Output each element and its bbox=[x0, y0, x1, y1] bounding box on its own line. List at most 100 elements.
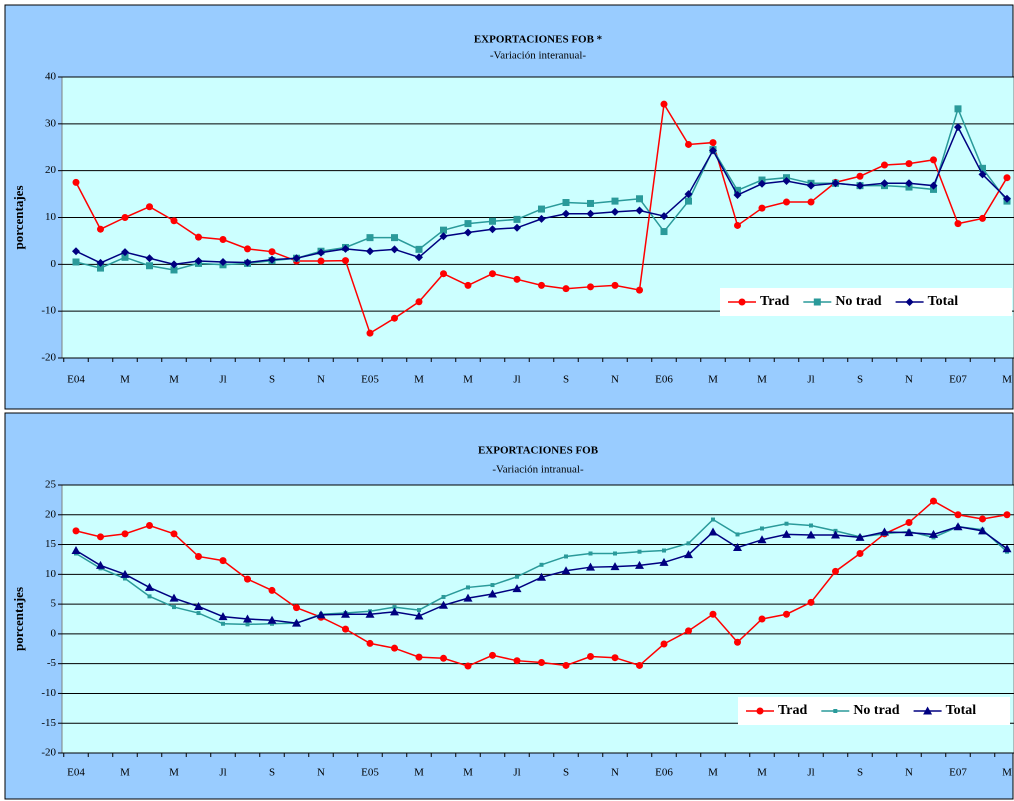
marker bbox=[538, 658, 545, 666]
marker bbox=[268, 248, 276, 256]
marker bbox=[463, 593, 473, 602]
marker bbox=[366, 639, 374, 647]
marker bbox=[96, 258, 105, 267]
x-tick-label: M bbox=[757, 374, 767, 386]
x-tick-label: M bbox=[414, 374, 424, 386]
marker bbox=[72, 178, 80, 186]
marker bbox=[905, 179, 913, 188]
y-tick-label: 30 bbox=[45, 117, 57, 129]
marker bbox=[856, 172, 864, 180]
marker bbox=[684, 190, 693, 199]
marker bbox=[660, 228, 668, 236]
marker bbox=[71, 546, 81, 555]
marker bbox=[929, 181, 938, 190]
marker bbox=[244, 245, 251, 253]
marker bbox=[441, 594, 446, 599]
marker bbox=[194, 601, 203, 610]
marker bbox=[292, 254, 301, 263]
marker bbox=[391, 644, 398, 652]
marker bbox=[709, 139, 717, 147]
marker bbox=[415, 298, 423, 306]
marker bbox=[880, 527, 889, 536]
marker bbox=[147, 594, 152, 599]
marker bbox=[708, 527, 718, 536]
marker bbox=[464, 281, 472, 289]
marker bbox=[659, 557, 669, 566]
x-tick-label: Jl bbox=[807, 767, 814, 779]
marker bbox=[1003, 194, 1011, 203]
y-tick-label: 20 bbox=[45, 164, 57, 176]
y-tick-label: 20 bbox=[45, 508, 57, 520]
marker bbox=[219, 257, 227, 266]
marker bbox=[513, 215, 521, 223]
x-tick-label: M bbox=[120, 374, 130, 386]
marker bbox=[97, 264, 104, 272]
marker bbox=[123, 576, 127, 581]
x-tick-label: S bbox=[857, 767, 863, 779]
marker bbox=[515, 574, 519, 579]
marker bbox=[72, 247, 80, 256]
marker bbox=[782, 529, 791, 538]
y-tick-label: 0 bbox=[51, 258, 57, 270]
x-tick-label: E04 bbox=[67, 374, 85, 386]
marker bbox=[611, 207, 619, 216]
x-tick-label: Jl bbox=[513, 767, 520, 779]
y-tick-label: 25 bbox=[45, 479, 57, 491]
marker bbox=[293, 604, 300, 612]
marker bbox=[930, 156, 937, 164]
marker bbox=[539, 562, 544, 567]
marker bbox=[733, 543, 742, 552]
marker bbox=[538, 205, 545, 213]
marker bbox=[489, 270, 496, 278]
marker bbox=[613, 551, 617, 556]
marker bbox=[513, 223, 521, 232]
marker bbox=[831, 530, 840, 539]
marker bbox=[979, 164, 986, 172]
y-tick-label: -5 bbox=[47, 657, 57, 669]
x-tick-label: M bbox=[708, 767, 718, 779]
marker bbox=[390, 245, 399, 254]
y-tick-label: 10 bbox=[45, 211, 57, 223]
marker bbox=[342, 257, 349, 265]
x-tick-label: Jl bbox=[513, 374, 520, 386]
chart-subtitle: -Variación interanual- bbox=[490, 50, 587, 62]
x-tick-label: M bbox=[463, 767, 473, 779]
marker bbox=[268, 255, 276, 264]
marker bbox=[120, 569, 130, 578]
marker bbox=[833, 709, 838, 713]
marker bbox=[636, 195, 643, 203]
marker bbox=[832, 567, 839, 575]
y-tick-label: -15 bbox=[41, 717, 56, 729]
marker bbox=[195, 552, 202, 560]
marker bbox=[219, 236, 227, 244]
marker bbox=[758, 204, 766, 212]
marker bbox=[146, 262, 153, 270]
marker bbox=[587, 283, 594, 291]
marker bbox=[268, 586, 276, 594]
marker bbox=[734, 638, 741, 646]
marker bbox=[489, 651, 496, 659]
marker bbox=[219, 557, 227, 565]
marker bbox=[218, 612, 228, 621]
marker bbox=[813, 298, 821, 306]
marker bbox=[953, 522, 963, 531]
marker bbox=[390, 607, 399, 616]
marker bbox=[292, 618, 301, 627]
marker bbox=[735, 532, 740, 537]
marker bbox=[954, 220, 962, 228]
x-tick-label: M bbox=[169, 767, 179, 779]
marker bbox=[929, 529, 938, 538]
marker bbox=[488, 225, 497, 234]
marker bbox=[758, 179, 766, 188]
x-tick-label: S bbox=[563, 374, 569, 386]
y-tick-label: -10 bbox=[41, 305, 56, 317]
marker bbox=[562, 661, 570, 669]
marker bbox=[685, 627, 692, 635]
marker bbox=[610, 562, 620, 571]
marker bbox=[464, 220, 472, 228]
legend-label: Trad bbox=[778, 703, 808, 718]
marker bbox=[881, 161, 888, 169]
marker bbox=[145, 582, 154, 591]
marker bbox=[366, 234, 374, 242]
